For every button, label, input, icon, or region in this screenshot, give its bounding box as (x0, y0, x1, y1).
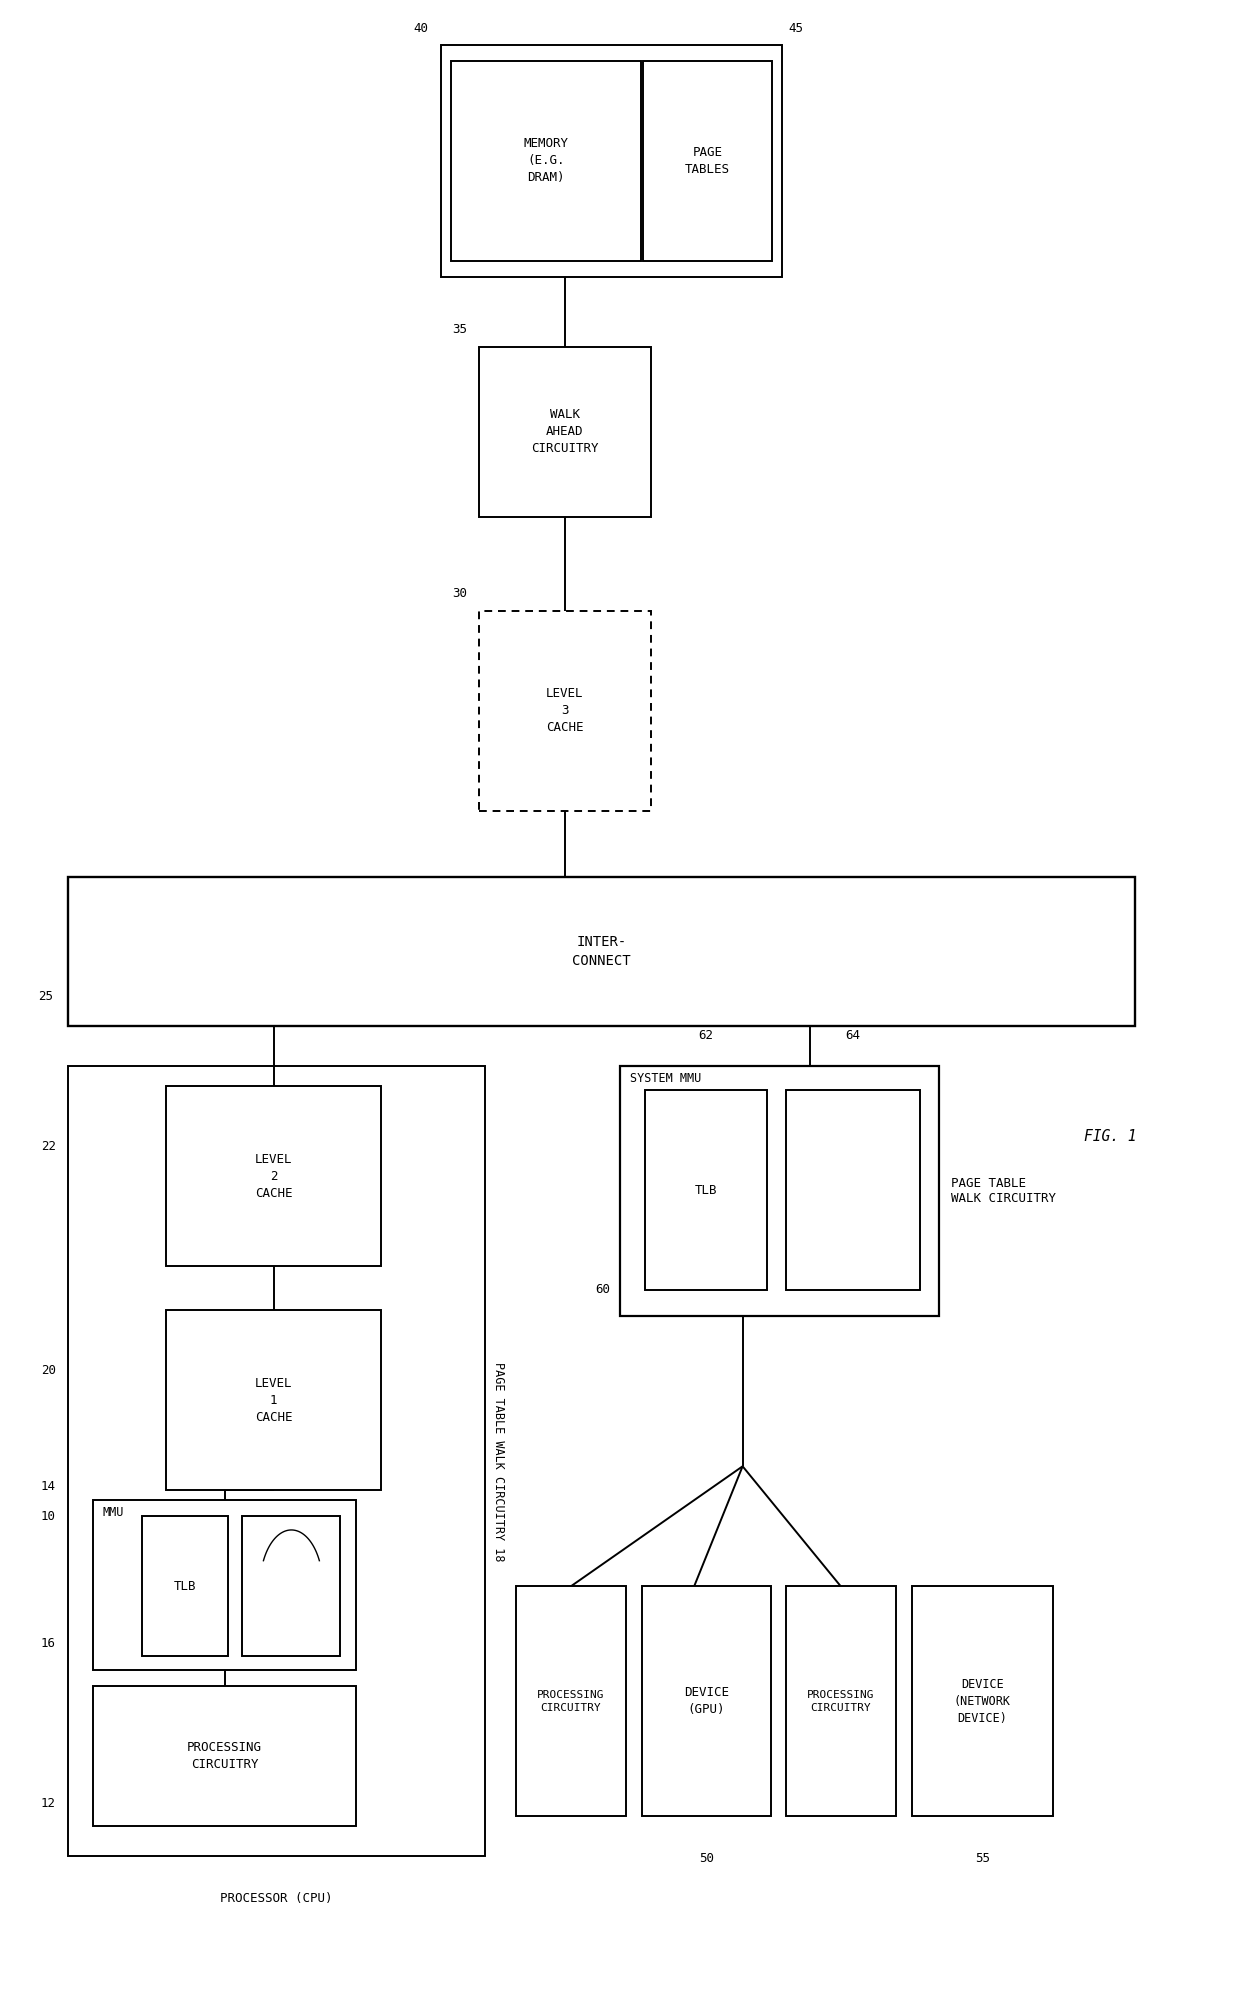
Bar (166, 1310, 381, 1490)
Text: PROCESSING
CIRCUITRY: PROCESSING CIRCUITRY (537, 1689, 605, 1713)
Bar (644, 60, 773, 262)
Text: 16: 16 (41, 1637, 56, 1651)
Text: 12: 12 (41, 1798, 56, 1810)
Text: 50: 50 (699, 1852, 714, 1866)
Text: MEMORY
(E.G.
DRAM): MEMORY (E.G. DRAM) (523, 137, 568, 185)
Text: LEVEL
2
CACHE: LEVEL 2 CACHE (255, 1153, 293, 1200)
Text: PROCESSING
CIRCUITRY: PROCESSING CIRCUITRY (807, 1689, 874, 1713)
Bar (645, 1091, 768, 1290)
Text: 25: 25 (38, 990, 53, 1002)
Text: MMU: MMU (103, 1506, 124, 1520)
Text: 14: 14 (41, 1480, 56, 1494)
Text: 45: 45 (787, 22, 804, 34)
Bar (68, 1067, 485, 1856)
Text: PAGE
TABLES: PAGE TABLES (686, 145, 730, 175)
Text: 64: 64 (846, 1029, 861, 1043)
Text: 22: 22 (41, 1139, 56, 1153)
Text: TLB: TLB (694, 1184, 717, 1198)
Text: 40: 40 (414, 22, 429, 34)
Bar (242, 1516, 341, 1657)
Text: FIG. 1: FIG. 1 (1084, 1129, 1137, 1143)
Text: PAGE TABLE WALK CIRCUITRY 18: PAGE TABLE WALK CIRCUITRY 18 (492, 1361, 506, 1560)
Text: LEVEL
3
CACHE: LEVEL 3 CACHE (546, 686, 584, 735)
Bar (479, 610, 651, 811)
Bar (911, 1586, 1053, 1816)
Text: PROCESSOR (CPU): PROCESSOR (CPU) (221, 1892, 332, 1904)
Bar (441, 44, 782, 278)
Bar (642, 1586, 771, 1816)
Text: INTER-
CONNECT: INTER- CONNECT (573, 936, 631, 968)
Text: DEVICE
(GPU): DEVICE (GPU) (684, 1687, 729, 1717)
Text: LEVEL
1
CACHE: LEVEL 1 CACHE (255, 1377, 293, 1423)
Text: PROCESSING
CIRCUITRY: PROCESSING CIRCUITRY (187, 1741, 262, 1771)
Text: DEVICE
(NETWORK
DEVICE): DEVICE (NETWORK DEVICE) (954, 1677, 1011, 1725)
Text: SYSTEM MMU: SYSTEM MMU (630, 1073, 701, 1085)
Text: TLB: TLB (174, 1580, 196, 1592)
Bar (620, 1067, 939, 1317)
Text: 10: 10 (41, 1510, 56, 1524)
Text: WALK
AHEAD
CIRCUITRY: WALK AHEAD CIRCUITRY (531, 409, 599, 455)
Text: 20: 20 (41, 1365, 56, 1377)
Bar (451, 60, 641, 262)
Text: 62: 62 (698, 1029, 713, 1043)
Bar (516, 1586, 626, 1816)
Bar (166, 1087, 381, 1266)
Bar (93, 1687, 356, 1826)
Bar (68, 876, 1135, 1027)
Bar (479, 346, 651, 517)
Bar (141, 1516, 228, 1657)
Bar (785, 1091, 920, 1290)
Bar (93, 1500, 356, 1671)
Text: 55: 55 (975, 1852, 990, 1866)
Bar (785, 1586, 895, 1816)
Text: 60: 60 (595, 1284, 610, 1296)
Text: 30: 30 (451, 586, 466, 600)
Text: PAGE TABLE
WALK CIRCUITRY: PAGE TABLE WALK CIRCUITRY (951, 1178, 1056, 1206)
Text: 35: 35 (451, 322, 466, 336)
